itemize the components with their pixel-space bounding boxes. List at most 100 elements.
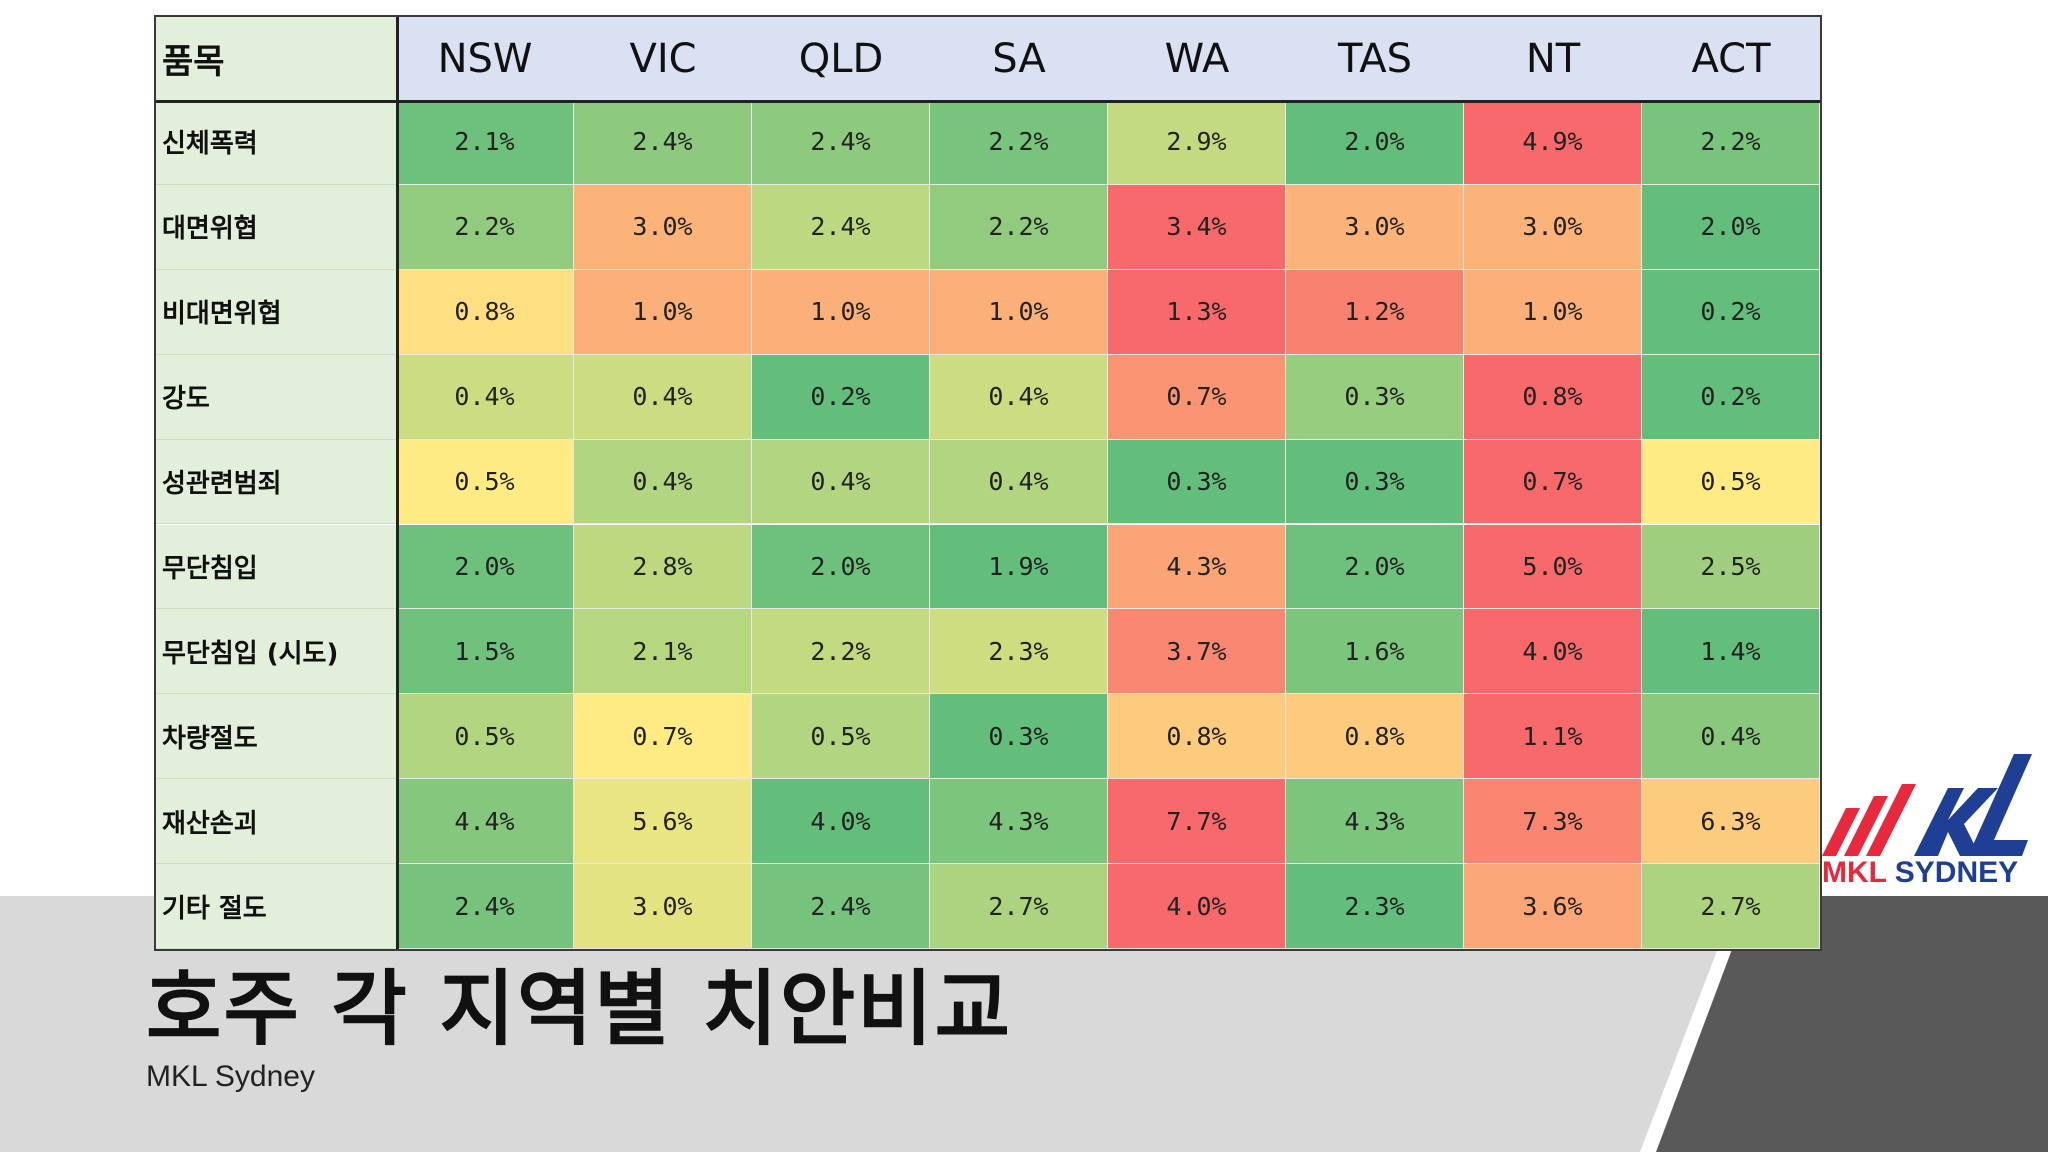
column-header-wa: WA (1108, 17, 1286, 100)
heatmap-cell: 2.8% (574, 524, 752, 610)
column-header-tas: TAS (1286, 17, 1464, 100)
row-label: 신체폭력 (156, 100, 396, 185)
heatmap-cell: 7.3% (1464, 779, 1642, 865)
crime-rate-heatmap: 품목 NSW VIC QLD SA WA TAS NT ACT 신체폭력 2.1% 2.4% 2.4%… (154, 15, 1822, 951)
heatmap-cell: 0.8% (396, 269, 574, 355)
heatmap-cell: 2.1% (396, 100, 574, 185)
heatmap-cell: 4.0% (752, 779, 930, 865)
column-header-sa: SA (930, 17, 1108, 100)
heatmap-cell: 2.7% (930, 864, 1108, 949)
heatmap-cell: 2.4% (752, 184, 930, 270)
column-header-nt: NT (1464, 17, 1642, 100)
heatmap-cell: 0.3% (1108, 439, 1286, 525)
heatmap-cell: 1.1% (1464, 694, 1642, 780)
heatmap-cell: 0.5% (752, 694, 930, 780)
heatmap-cell: 2.7% (1642, 864, 1820, 949)
logo-red-stripes (1822, 784, 1916, 856)
page-subtitle: MKL Sydney (146, 1060, 315, 1093)
heatmap-cell: 0.4% (930, 354, 1108, 440)
heatmap-cell: 3.0% (574, 184, 752, 270)
heatmap-cell: 0.3% (1286, 354, 1464, 440)
heatmap-cell: 0.7% (1464, 439, 1642, 525)
heatmap-cell: 2.5% (1642, 524, 1820, 610)
heatmap-cell: 2.0% (752, 524, 930, 610)
heatmap-cell: 3.0% (574, 864, 752, 949)
heatmap-cell: 1.0% (1464, 269, 1642, 355)
heatmap-cell: 6.3% (1642, 779, 1820, 865)
heatmap-cell: 5.0% (1464, 524, 1642, 610)
heatmap-cell: 1.0% (930, 269, 1108, 355)
heatmap-cell: 2.4% (396, 864, 574, 949)
heatmap-cell: 1.2% (1286, 269, 1464, 355)
label-column-divider (396, 17, 399, 949)
heatmap-cell: 0.7% (574, 694, 752, 780)
heatmap-cell: 3.0% (1286, 184, 1464, 270)
heatmap-cell: 0.4% (574, 354, 752, 440)
heatmap-cell: 0.4% (396, 354, 574, 440)
heatmap-cell: 0.4% (574, 439, 752, 525)
heatmap-cell: 2.1% (574, 609, 752, 695)
heatmap-cell: 1.9% (930, 524, 1108, 610)
heatmap-cell: 0.4% (1642, 694, 1820, 780)
heatmap-cell: 3.0% (1464, 184, 1642, 270)
column-header-nsw: NSW (396, 17, 574, 100)
heatmap-cell: 3.4% (1108, 184, 1286, 270)
heatmap-cell: 3.6% (1464, 864, 1642, 949)
row-label: 재산손괴 (156, 779, 396, 865)
heatmap-cell: 0.8% (1286, 694, 1464, 780)
heatmap-cell: 2.3% (930, 609, 1108, 695)
heatmap-cell: 2.4% (752, 864, 930, 949)
heatmap-cell: 0.2% (1642, 354, 1820, 440)
heatmap-cell: 0.5% (396, 439, 574, 525)
column-header-vic: VIC (574, 17, 752, 100)
heatmap-cell: 0.4% (752, 439, 930, 525)
heatmap-cell: 0.5% (396, 694, 574, 780)
heatmap-cell: 0.2% (752, 354, 930, 440)
heatmap-cell: 2.2% (930, 100, 1108, 185)
heatmap-cell: 0.3% (930, 694, 1108, 780)
heatmap-cell: 2.2% (930, 184, 1108, 270)
row-label: 성관련범죄 (156, 439, 396, 525)
heatmap-cell: 7.7% (1108, 779, 1286, 865)
heatmap-cell: 1.0% (752, 269, 930, 355)
column-header-act: ACT (1642, 17, 1820, 100)
corner-header-label: 품목 (156, 17, 396, 100)
heatmap-cell: 2.0% (396, 524, 574, 610)
heatmap-cell: 4.3% (1108, 524, 1286, 610)
heatmap-cell: 1.4% (1642, 609, 1820, 695)
mkl-logo-mark (1822, 754, 2032, 856)
heatmap-cell: 4.9% (1464, 100, 1642, 185)
heatmap-cell: 0.3% (1286, 439, 1464, 525)
row-label: 기타 절도 (156, 864, 396, 949)
heatmap-cell: 0.8% (1108, 694, 1286, 780)
heatmap-cell: 2.3% (1286, 864, 1464, 949)
heatmap-cell: 0.4% (930, 439, 1108, 525)
heatmap-cell: 2.0% (1642, 184, 1820, 270)
heatmap-cell: 0.7% (1108, 354, 1286, 440)
heatmap-cell: 4.3% (930, 779, 1108, 865)
column-header-qld: QLD (752, 17, 930, 100)
heatmap-cell: 2.0% (1286, 100, 1464, 185)
header-row-divider (156, 100, 1820, 103)
heatmap-cell: 0.2% (1642, 269, 1820, 355)
heatmap-cell: 2.0% (1286, 524, 1464, 610)
row-label: 무단침입 (시도) (156, 609, 396, 695)
heatmap-cell: 4.0% (1464, 609, 1642, 695)
heatmap-cell: 2.4% (574, 100, 752, 185)
heatmap-cell: 1.5% (396, 609, 574, 695)
heatmap-cell: 4.0% (1108, 864, 1286, 949)
heatmap-cell: 0.5% (1642, 439, 1820, 525)
logo-text-blue: SYDNEY (1894, 856, 2019, 889)
heatmap-cell: 0.8% (1464, 354, 1642, 440)
page-title: 호주 각 지역별 치안비교 (146, 962, 1013, 1057)
row-label: 강도 (156, 354, 396, 440)
logo-text: MKL SYDNEY (1822, 856, 2018, 890)
row-label: 대면위협 (156, 184, 396, 270)
heatmap-cell: 1.3% (1108, 269, 1286, 355)
heatmap-cell: 2.2% (396, 184, 574, 270)
heatmap-cell: 5.6% (574, 779, 752, 865)
heatmap-cell: 4.4% (396, 779, 574, 865)
heatmap-cell: 2.2% (752, 609, 930, 695)
heatmap-cell: 2.4% (752, 100, 930, 185)
row-label: 차량절도 (156, 694, 396, 780)
